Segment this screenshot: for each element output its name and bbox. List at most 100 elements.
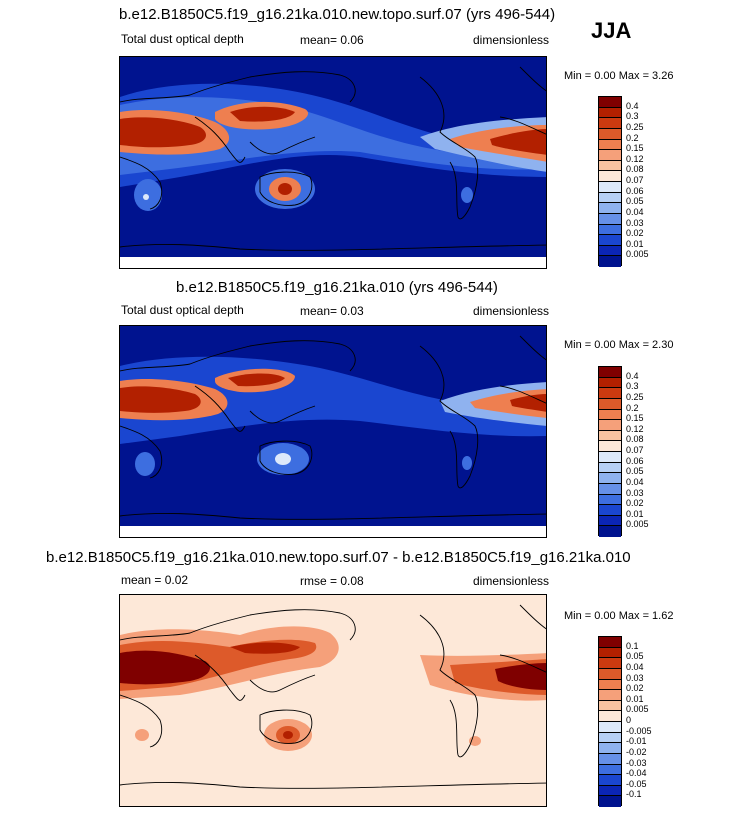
colorbar-swatch bbox=[599, 753, 621, 765]
colorbar-tick-label: -0.05 bbox=[626, 778, 647, 789]
colorbar-swatch bbox=[599, 764, 621, 776]
colorbar-tick-label: 0.01 bbox=[626, 508, 644, 519]
colorbar-tick-label: 0.25 bbox=[626, 121, 644, 132]
colorbar-swatch bbox=[599, 182, 621, 193]
sahara-dust-core bbox=[120, 386, 201, 413]
panel3-rmse-label: rmse = 0.08 bbox=[300, 574, 364, 588]
coastlines bbox=[120, 66, 546, 251]
panel1-colorbar bbox=[598, 96, 622, 267]
panel2-map bbox=[119, 325, 547, 538]
colorbar-swatch bbox=[599, 118, 621, 129]
colorbar-tick-label: 0.12 bbox=[626, 153, 644, 164]
panel1-mean-label: mean= 0.06 bbox=[300, 33, 364, 47]
panel2-minmax: Min = 0.00 Max = 2.30 bbox=[564, 339, 674, 351]
colorbar-swatch bbox=[599, 245, 621, 257]
colorbar-swatch bbox=[599, 171, 621, 182]
panel2-mean-label: mean= 0.03 bbox=[300, 304, 364, 318]
colorbar-swatch bbox=[599, 224, 621, 236]
colorbar-tick-label: 0.01 bbox=[626, 693, 644, 704]
colorbar-swatch bbox=[599, 452, 621, 463]
diff-australia-core bbox=[283, 731, 293, 739]
colorbar-tick-label: 0.04 bbox=[626, 476, 644, 487]
colorbar-swatch bbox=[599, 647, 621, 659]
atlantic-plume-core bbox=[490, 129, 546, 155]
colorbar-swatch bbox=[599, 107, 621, 119]
colorbar-tick-label: 0 bbox=[626, 715, 632, 725]
panel3-units-label: dimensionless bbox=[473, 574, 550, 588]
panel1-title: b.e12.B1850C5.f19_g16.21ka.010.new.topo.… bbox=[119, 6, 556, 23]
colorbar-tick-label: 0.06 bbox=[626, 185, 644, 196]
colorbar-swatch bbox=[599, 160, 621, 172]
panel2-colorbar bbox=[598, 366, 622, 537]
diff-south-africa bbox=[135, 729, 149, 741]
colorbar-swatch bbox=[599, 203, 621, 214]
colorbar-tick-label: -0.005 bbox=[626, 725, 652, 736]
colorbar-swatch bbox=[599, 722, 621, 733]
panel3-title: b.e12.B1850C5.f19_g16.21ka.010.new.topo.… bbox=[46, 549, 631, 566]
colorbar-swatch bbox=[599, 494, 621, 506]
colorbar-tick-label: 0.05 bbox=[626, 651, 644, 662]
season-label: JJA bbox=[591, 18, 632, 43]
panel1-units-label: dimensionless bbox=[473, 33, 550, 47]
panel3-colorbar bbox=[598, 636, 622, 807]
australia-dust-core bbox=[278, 183, 292, 195]
panel2-title: b.e12.B1850C5.f19_g16.21ka.010 (yrs 496-… bbox=[176, 279, 498, 296]
colorbar-tick-label: 0.02 bbox=[626, 498, 644, 509]
panel1-minmax: Min = 0.00 Max = 3.26 bbox=[564, 70, 674, 82]
colorbar-tick-label: 0.4 bbox=[626, 100, 639, 111]
colorbar-tick-label: 0.05 bbox=[626, 466, 644, 477]
colorbar-tick-label: 0.03 bbox=[626, 672, 644, 683]
south-america-dust bbox=[461, 187, 473, 203]
colorbar-tick-label: 0.02 bbox=[626, 228, 644, 239]
panel3-minmax: Min = 0.00 Max = 1.62 bbox=[564, 610, 674, 622]
asia-dust-core bbox=[228, 373, 285, 387]
diff-south-america bbox=[469, 736, 481, 746]
panel2-map-plot bbox=[120, 326, 546, 537]
diff-asia-core bbox=[230, 642, 300, 654]
colorbar-tick-label: 0.02 bbox=[626, 683, 644, 694]
colorbar-tick-label: 0.1 bbox=[626, 640, 639, 651]
panel1-map bbox=[119, 56, 547, 269]
coastlines bbox=[120, 335, 546, 520]
colorbar-tick-label: 0.005 bbox=[626, 249, 649, 260]
colorbar-swatch bbox=[599, 150, 621, 161]
sahara-dust-core bbox=[120, 117, 206, 148]
colorbar-tick-label: 0.05 bbox=[626, 196, 644, 207]
colorbar-swatch bbox=[599, 420, 621, 431]
panel2-variable-label: Total dust optical depth bbox=[121, 303, 244, 317]
south-africa-dust-peak bbox=[143, 194, 149, 200]
colorbar-tick-label: -0.02 bbox=[626, 746, 647, 757]
diff-atlantic-core bbox=[495, 663, 546, 690]
map-antarctica-band bbox=[120, 257, 546, 268]
colorbar-swatch bbox=[599, 679, 621, 691]
colorbar-tick-label: 0.4 bbox=[626, 370, 639, 381]
colorbar-tick-label: 0.2 bbox=[626, 402, 639, 413]
colorbar-swatch bbox=[599, 690, 621, 701]
colorbar-tick-label: 0.03 bbox=[626, 217, 644, 228]
colorbar-swatch bbox=[599, 97, 621, 108]
colorbar-tick-label: 0.2 bbox=[626, 132, 639, 143]
colorbar-tick-label: 0.005 bbox=[626, 519, 649, 530]
colorbar-tick-label: -0.01 bbox=[626, 736, 647, 747]
colorbar-swatch bbox=[599, 256, 621, 267]
colorbar-swatch bbox=[599, 377, 621, 389]
colorbar-swatch bbox=[599, 430, 621, 442]
colorbar-swatch bbox=[599, 139, 621, 151]
colorbar-tick-label: 0.15 bbox=[626, 413, 644, 424]
colorbar-swatch bbox=[599, 213, 621, 225]
colorbar-tick-label: 0.25 bbox=[626, 391, 644, 402]
colorbar-tick-label: 0.3 bbox=[626, 111, 639, 122]
colorbar-swatch bbox=[599, 700, 621, 712]
colorbar-swatch bbox=[599, 388, 621, 399]
colorbar-tick-label: 0.04 bbox=[626, 661, 644, 672]
coastlines bbox=[120, 604, 546, 789]
colorbar-swatch bbox=[599, 235, 621, 246]
colorbar-swatch bbox=[599, 462, 621, 474]
diff-sahara-core bbox=[120, 650, 210, 685]
asia-dust-core bbox=[230, 106, 295, 122]
map-antarctica-band bbox=[120, 526, 546, 537]
colorbar-tick-label: 0.03 bbox=[626, 487, 644, 498]
panel3-mean-label: mean = 0.02 bbox=[121, 573, 189, 587]
colorbar-tick-label: 0.08 bbox=[626, 434, 644, 445]
colorbar-swatch bbox=[599, 398, 621, 410]
